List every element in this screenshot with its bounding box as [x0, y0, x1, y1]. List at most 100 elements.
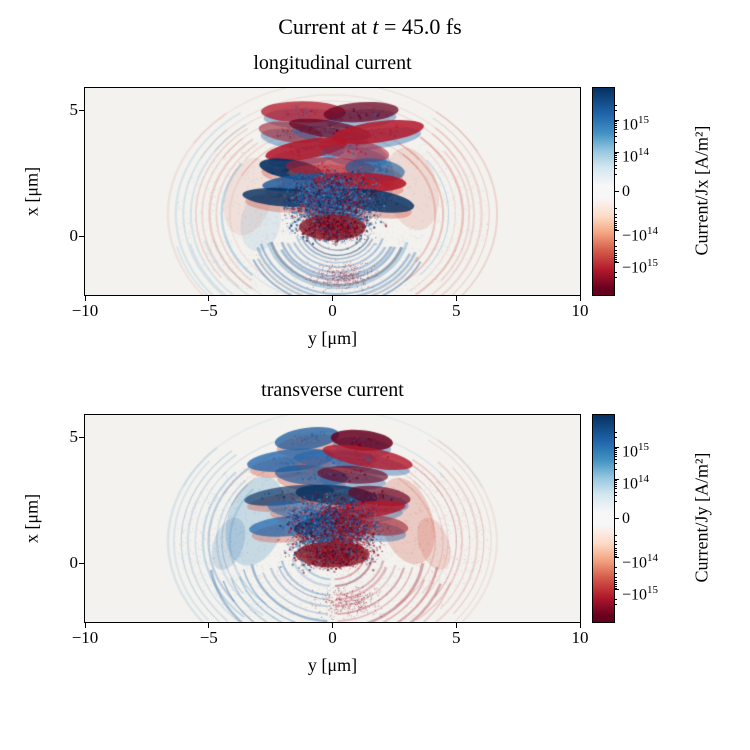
colorbar-minor-tick: [615, 587, 617, 589]
colorbar-minor-tick: [615, 459, 617, 461]
x-axis-label-longitudinal: y [μm]: [307, 328, 358, 348]
x-tick-label: 10: [571, 301, 589, 320]
colorbar-minor-tick: [615, 255, 617, 257]
colorbar-minor-tick: [615, 156, 617, 158]
colorbar-minor-tick: [615, 223, 617, 225]
colorbar-minor-tick: [615, 124, 617, 126]
colorbar-tick: [615, 119, 619, 121]
colorbar-minor-tick: [615, 126, 617, 128]
x-axis-label-transverse: y [μm]: [307, 655, 358, 675]
x-tick-label: 5: [452, 301, 461, 320]
colorbar-minor-tick: [615, 154, 617, 156]
colorbar-minor-tick: [615, 453, 617, 455]
colorbar-minor-tick: [615, 227, 617, 229]
x-tick-label: 5: [452, 628, 461, 647]
colorbar-minor-tick: [615, 213, 617, 215]
colorbar-minor-tick: [615, 105, 617, 107]
colorbar-tick-label: −1015: [622, 256, 659, 277]
heatmap-transverse-current: [85, 415, 580, 622]
colorbar-minor-tick: [615, 257, 617, 259]
colorbar-minor-tick: [615, 576, 617, 578]
colorbar-minor-tick: [615, 272, 617, 274]
figure-title-variable: t: [372, 14, 379, 39]
colorbar-minor-tick: [615, 603, 617, 605]
figure-title-value: = 45.0 fs: [378, 14, 462, 39]
colorbar-minor-tick: [615, 168, 617, 170]
colorbar-minor-tick: [615, 480, 617, 482]
colorbar-minor-tick: [615, 451, 617, 453]
colorbar-minor-tick: [615, 572, 617, 574]
colorbar-minor-tick: [615, 276, 617, 278]
y-tick: [79, 236, 84, 238]
x-tick-label: −10: [71, 628, 99, 647]
x-tick: [579, 296, 581, 301]
colorbar-minor-tick: [615, 586, 617, 588]
colorbar-minor-tick: [615, 491, 617, 493]
colorbar-tick: [615, 151, 619, 153]
colorbar-minor-tick: [615, 252, 617, 254]
colorbar-minor-tick: [615, 555, 617, 557]
colorbar-minor-tick: [615, 448, 617, 450]
panel-title-transverse: transverse current: [261, 379, 404, 401]
colorbar-minor-tick: [615, 534, 617, 536]
axes-transverse: [84, 414, 581, 623]
colorbar-tick: [615, 589, 619, 591]
colorbar-minor-tick: [615, 207, 617, 209]
colorbar-minor-tick: [615, 129, 617, 131]
x-tick: [455, 296, 457, 301]
y-tick-label: 5: [69, 426, 79, 446]
colorbar-tick: [615, 446, 619, 448]
colorbar-minor-tick: [615, 463, 617, 465]
colorbar-minor-tick: [615, 158, 617, 160]
colorbar-minor-tick: [615, 456, 617, 458]
colorbar-label-transverse: Current/Jy [A/m²]: [691, 452, 712, 583]
y-tick-label: 5: [69, 99, 79, 119]
colorbar-minor-tick: [615, 540, 617, 542]
panel-title-longitudinal: longitudinal current: [253, 52, 412, 74]
colorbar-minor-tick: [615, 495, 617, 497]
colorbar-minor-tick: [615, 122, 617, 124]
colorbar-minor-tick: [615, 550, 617, 552]
colorbar-tick-label: 0: [622, 509, 630, 527]
x-tick-label: −5: [199, 301, 218, 320]
colorbar-minor-tick: [615, 220, 617, 222]
x-tick: [579, 623, 581, 628]
colorbar-minor-tick: [615, 260, 617, 262]
colorbar-minor-tick: [615, 228, 617, 230]
y-tick: [79, 437, 84, 439]
colorbar-minor-tick: [615, 240, 617, 242]
x-tick: [332, 623, 333, 628]
colorbar-tick-label: 1014: [622, 473, 649, 493]
x-tick: [208, 623, 210, 628]
colorbar-minor-tick: [615, 249, 617, 251]
y-tick: [79, 110, 84, 112]
colorbar-minor-tick: [615, 468, 617, 470]
colorbar-minor-tick: [615, 136, 617, 138]
colorbar-minor-tick: [615, 225, 617, 227]
colorbar-minor-tick: [615, 121, 617, 123]
x-tick: [455, 623, 457, 628]
colorbar-label-longitudinal: Current/Jx [A/m²]: [691, 125, 712, 256]
colorbar-minor-tick: [615, 485, 617, 487]
colorbar-transverse: [592, 414, 615, 623]
colorbar-gradient: [593, 88, 614, 295]
colorbar-minor-tick: [615, 579, 617, 581]
colorbar-minor-tick: [615, 481, 617, 483]
axes-longitudinal: [84, 87, 581, 296]
colorbar-minor-tick: [615, 141, 617, 143]
colorbar-longitudinal: [592, 87, 615, 296]
y-tick: [79, 563, 84, 565]
x-tick: [84, 623, 86, 628]
x-tick-label: −10: [71, 301, 99, 320]
x-tick-label: 0: [328, 628, 337, 647]
colorbar-tick-label: 1014: [622, 146, 649, 166]
colorbar-minor-tick: [615, 552, 617, 554]
colorbar-tick-label: −1015: [622, 583, 659, 604]
figure-title-text: Current at: [278, 14, 373, 39]
colorbar-minor-tick: [615, 547, 617, 549]
colorbar-tick: [615, 230, 619, 232]
colorbar-tick-label: −1014: [622, 224, 659, 245]
x-tick-label: 10: [571, 628, 589, 647]
colorbar-tick: [615, 191, 619, 192]
